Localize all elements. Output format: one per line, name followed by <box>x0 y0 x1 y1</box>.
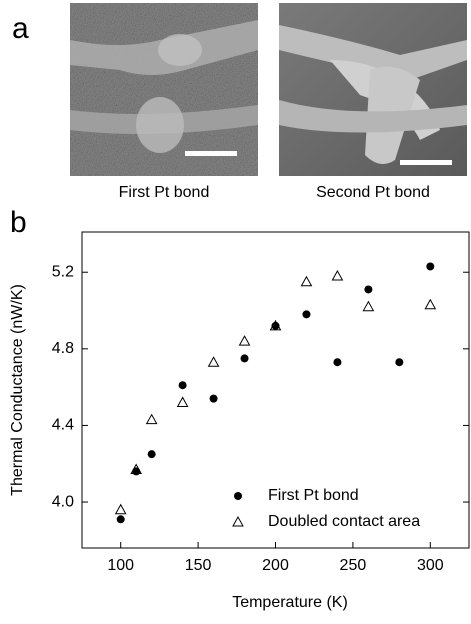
point <box>209 394 218 403</box>
point <box>240 354 249 363</box>
point <box>238 335 251 346</box>
y-axis-label: Thermal Conductance (nW/K) <box>9 284 26 496</box>
point <box>331 270 344 281</box>
image-caption: First Pt bond <box>119 184 210 201</box>
x-axis-label: Temperature (K) <box>232 594 348 611</box>
point <box>116 515 125 524</box>
y-tick-label: 5.2 <box>52 263 74 280</box>
x-tick-label: 100 <box>107 557 134 574</box>
point <box>426 262 435 271</box>
point <box>207 356 220 367</box>
panel-label: b <box>10 206 27 239</box>
point <box>145 413 158 425</box>
point <box>176 396 189 407</box>
sem-image <box>279 3 467 176</box>
point <box>269 319 282 331</box>
point <box>300 275 313 287</box>
point <box>114 503 127 515</box>
legend-marker <box>234 492 242 500</box>
x-tick-label: 300 <box>417 557 444 574</box>
y-tick-label: 4.8 <box>52 340 74 357</box>
image-caption: Second Pt bond <box>316 184 430 201</box>
point <box>302 310 311 319</box>
point <box>333 358 342 367</box>
y-tick-label: 4.0 <box>52 493 74 510</box>
point <box>424 298 437 310</box>
point <box>178 381 187 390</box>
point <box>364 285 373 294</box>
panel-label: a <box>12 12 29 45</box>
point <box>147 450 156 459</box>
x-tick-label: 200 <box>262 557 289 574</box>
y-tick-label: 4.4 <box>52 417 74 434</box>
x-tick-label: 250 <box>340 557 367 574</box>
legend-label: First Pt bond <box>268 487 359 504</box>
sem-image <box>70 3 258 176</box>
point <box>395 358 404 367</box>
legend-marker <box>232 515 244 527</box>
point <box>362 300 375 312</box>
x-tick-label: 150 <box>185 557 212 574</box>
point <box>130 463 143 474</box>
legend-label: Doubled contact area <box>268 513 420 530</box>
